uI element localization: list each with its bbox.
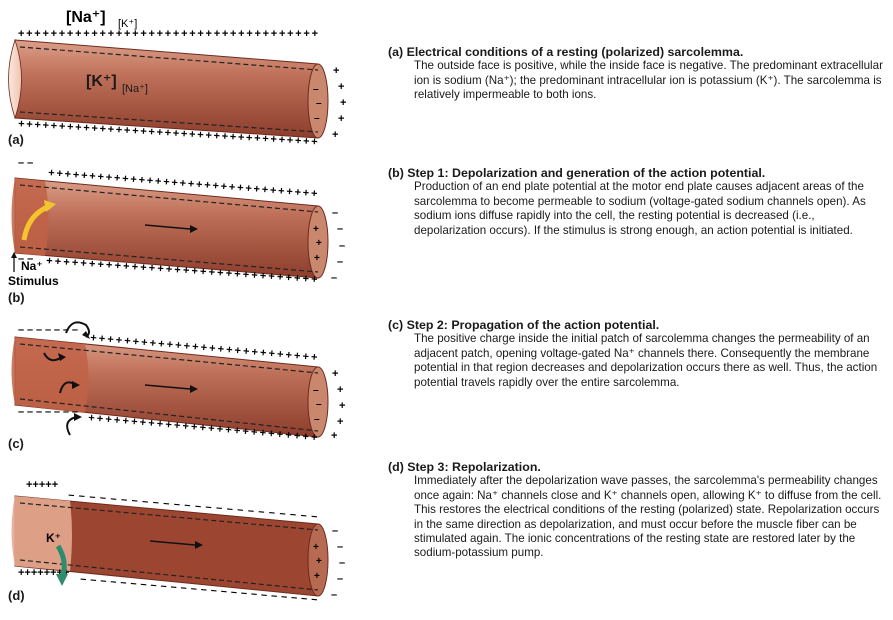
stimulus-label: Stimulus (8, 274, 59, 288)
svg-text:+: + (314, 571, 320, 582)
fiber-d: +++++ – – – – – – – – – – – – – – – – – … (11, 479, 345, 606)
svg-text:+: + (338, 113, 344, 125)
svg-text:–: – (339, 557, 345, 569)
propagation-arrow-d (149, 540, 196, 546)
panel-d-letter: (d) (8, 588, 25, 603)
panel-b-letter: (b) (8, 290, 25, 305)
svg-text:–: – (337, 256, 343, 268)
panel-a-caption: (a) Electrical conditions of a resting (… (388, 45, 888, 103)
svg-text:+: + (340, 97, 346, 109)
svg-text:–: – (313, 385, 319, 396)
svg-text:–: – (313, 84, 319, 95)
svg-text:+: + (316, 556, 322, 567)
svg-text:–: – (337, 541, 343, 553)
svg-text:+: + (313, 542, 319, 553)
minus-row-bottom-b: – – (18, 253, 33, 265)
svg-text:–: – (332, 525, 338, 537)
inside-na-label: [Na⁺] (122, 83, 148, 95)
svg-text:+: + (337, 384, 343, 396)
panel-d-caption: (d) Step 3: Repolarization. Immediately … (388, 460, 888, 561)
fiber-a: +++++++++++++++++++++++++++++++++++++ ++… (8, 9, 346, 148)
plus-row-top: +++++++++++++++++++++++++++++++++++++ (18, 28, 318, 40)
svg-text:+: + (338, 81, 344, 93)
plus-row-bottom-d: ++++++++ (18, 567, 69, 579)
svg-text:+: + (332, 368, 338, 380)
panel-b-body: Production of an end plate potential at … (414, 180, 866, 237)
panel-d-illustration: +++++ – – – – – – – – – – – – – – – – – … (0, 462, 380, 615)
panel-b-heading: (b) Step 1: Depolarization and generatio… (388, 166, 766, 180)
outside-na-label: [Na⁺] (66, 9, 106, 26)
svg-text:–: – (316, 399, 322, 410)
current-loop-bottom (66, 416, 77, 436)
svg-text:– –: – – (18, 157, 33, 169)
svg-text:–: – (331, 589, 337, 601)
panel-d-heading: (d) Step 3: Repolarization. (388, 460, 541, 474)
na-influx-arrowhead (44, 200, 56, 212)
svg-text:+: + (314, 253, 320, 264)
minus-row-top-c: – – – – – – – (18, 324, 78, 336)
panel-a-heading: (a) Electrical conditions of a resting (… (388, 45, 744, 59)
svg-text:–: – (339, 240, 345, 252)
minus-row-bottom-c: – – – – – – – (18, 406, 78, 418)
outside-k-label: [K⁺] (118, 18, 137, 30)
panel-a-letter: (a) (8, 132, 24, 147)
panel-c-illustration: – – – – – – – ++++++++++++++++++++++++++… (0, 305, 380, 455)
svg-text:–: – (314, 113, 320, 124)
propagation-arrow-c (144, 384, 191, 390)
panel-a-body: The outside face is positive, while the … (414, 59, 883, 102)
plus-row-top-d: +++++ (26, 479, 58, 491)
svg-text:–: – (337, 223, 343, 235)
panel-c-heading: (c) Step 2: Propagation of the action po… (388, 318, 660, 332)
svg-text:–: – (332, 207, 338, 219)
svg-text:+: + (316, 238, 322, 249)
svg-text:–: – (316, 98, 322, 109)
panel-d-body: Immediately after the depolarization wav… (414, 474, 882, 560)
panel-c-letter: (c) (8, 436, 24, 451)
current-loop-top (65, 321, 90, 338)
svg-text:–: – (337, 573, 343, 585)
svg-text:+: + (339, 400, 345, 412)
panel-a-illustration: +++++++++++++++++++++++++++++++++++++ ++… (0, 0, 380, 150)
panel-b-illustration: – – +++++++++++++++++++++++++++++++++ – … (0, 148, 380, 308)
svg-text:+: + (333, 65, 339, 77)
panel-c-body: The positive charge inside the initial p… (414, 332, 878, 389)
svg-text:+: + (332, 129, 338, 141)
propagation-arrow-b (144, 224, 191, 230)
fiber-c: – – – – – – – ++++++++++++++++++++++++++… (11, 321, 345, 444)
k-efflux-arrowhead (56, 574, 68, 586)
svg-text:–: – (314, 414, 320, 425)
fiber-b: – – +++++++++++++++++++++++++++++++++ – … (8, 157, 345, 288)
svg-text:–: – (331, 272, 337, 284)
panel-c-caption: (c) Step 2: Propagation of the action po… (388, 318, 888, 390)
svg-text:+: + (337, 416, 343, 428)
svg-text:+: + (331, 430, 337, 442)
inside-k-label: [K⁺] (86, 73, 117, 90)
svg-text:+: + (313, 224, 319, 235)
panel-b-caption: (b) Step 1: Depolarization and generatio… (388, 166, 888, 238)
k-ion-label: K⁺ (46, 531, 61, 545)
na-ion-label: Na⁺ (21, 259, 43, 273)
